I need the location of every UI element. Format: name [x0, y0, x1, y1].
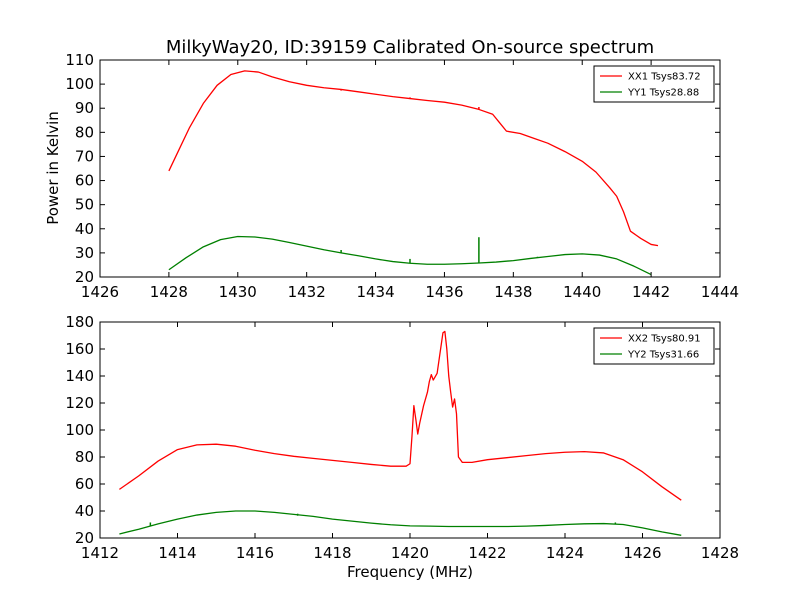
x-tick-label: 1422 — [468, 544, 506, 562]
x-tick-label: 1414 — [158, 544, 196, 562]
x-axis-label-bottom: Frequency (MHz) — [347, 563, 473, 581]
y-tick-label: 110 — [65, 51, 94, 69]
legend-label: XX2 Tsys80.91 — [628, 334, 701, 345]
y-tick-label: 20 — [75, 268, 94, 286]
y-tick-label: 20 — [75, 529, 94, 547]
y-tick-label: 100 — [65, 421, 94, 439]
legend: XX1 Tsys83.72 YY1 Tsys28.88 — [593, 65, 715, 103]
series-lines — [119, 330, 682, 536]
plot-frame — [99, 59, 721, 278]
x-tick-label: 1444 — [701, 283, 739, 301]
y-tick-label: 120 — [65, 394, 94, 412]
x-tick-label: 1426 — [81, 283, 119, 301]
x-tick-label: 1412 — [81, 544, 119, 562]
figure-title: MilkyWay20, ID:39159 Calibrated On-sourc… — [166, 37, 654, 58]
x-tick-label: 1434 — [356, 283, 394, 301]
y-tick-label: 90 — [75, 99, 94, 117]
series-line-yy2 — [119, 510, 682, 536]
series-line-xx1 — [168, 70, 659, 247]
y-axis-label-top: Power in Kelvin — [44, 111, 62, 225]
x-tick-label: 1436 — [425, 283, 463, 301]
y-tick-label: 70 — [75, 147, 94, 165]
y-tick-label: 60 — [75, 475, 94, 493]
x-tick-label: 1438 — [494, 283, 532, 301]
x-tick-label: 1418 — [313, 544, 351, 562]
legend: XX2 Tsys80.91 YY2 Tsys31.66 — [593, 327, 715, 365]
y-tick-label: 160 — [65, 340, 94, 358]
y-tick-label: 100 — [65, 75, 94, 93]
y-tick-label: 40 — [75, 220, 94, 238]
x-tick-label: 1424 — [546, 544, 584, 562]
y-tick-label: 40 — [75, 502, 94, 520]
series-line-yy1 — [168, 235, 652, 276]
legend-label: XX1 Tsys83.72 — [628, 72, 701, 83]
x-tick-label: 1428 — [701, 544, 739, 562]
x-tick-label: 1442 — [632, 283, 670, 301]
legend-box — [593, 327, 715, 365]
x-tick-label: 1428 — [150, 283, 188, 301]
x-tick-label: 1420 — [391, 544, 429, 562]
legend-box — [593, 65, 715, 103]
legend-label: YY1 Tsys28.88 — [627, 88, 699, 99]
y-tick-label: 80 — [75, 448, 94, 466]
y-tick-label: 30 — [75, 244, 94, 262]
legend-label: YY2 Tsys31.66 — [627, 350, 699, 361]
y-tick-label: 50 — [75, 196, 94, 214]
y-tick-label: 60 — [75, 172, 94, 190]
top-spectrum-panel: 1426 1428 1430 1432 1434 1436 1438 1440 1442 1444… — [65, 51, 739, 301]
series-line-xx2 — [119, 330, 682, 501]
x-tick-label: 1416 — [236, 544, 274, 562]
bottom-spectrum-panel: 1412 1414 1416 1418 1420 1422 1424 1426 1428 20 40… — [65, 313, 739, 562]
x-tick-label: 1426 — [623, 544, 661, 562]
series-lines — [168, 70, 659, 276]
y-tick-label: 180 — [65, 313, 94, 331]
x-tick-label: 1430 — [219, 283, 257, 301]
x-tick-label: 1440 — [563, 283, 601, 301]
x-tick-label: 1432 — [288, 283, 326, 301]
y-tick-label: 80 — [75, 123, 94, 141]
y-tick-label: 140 — [65, 367, 94, 385]
